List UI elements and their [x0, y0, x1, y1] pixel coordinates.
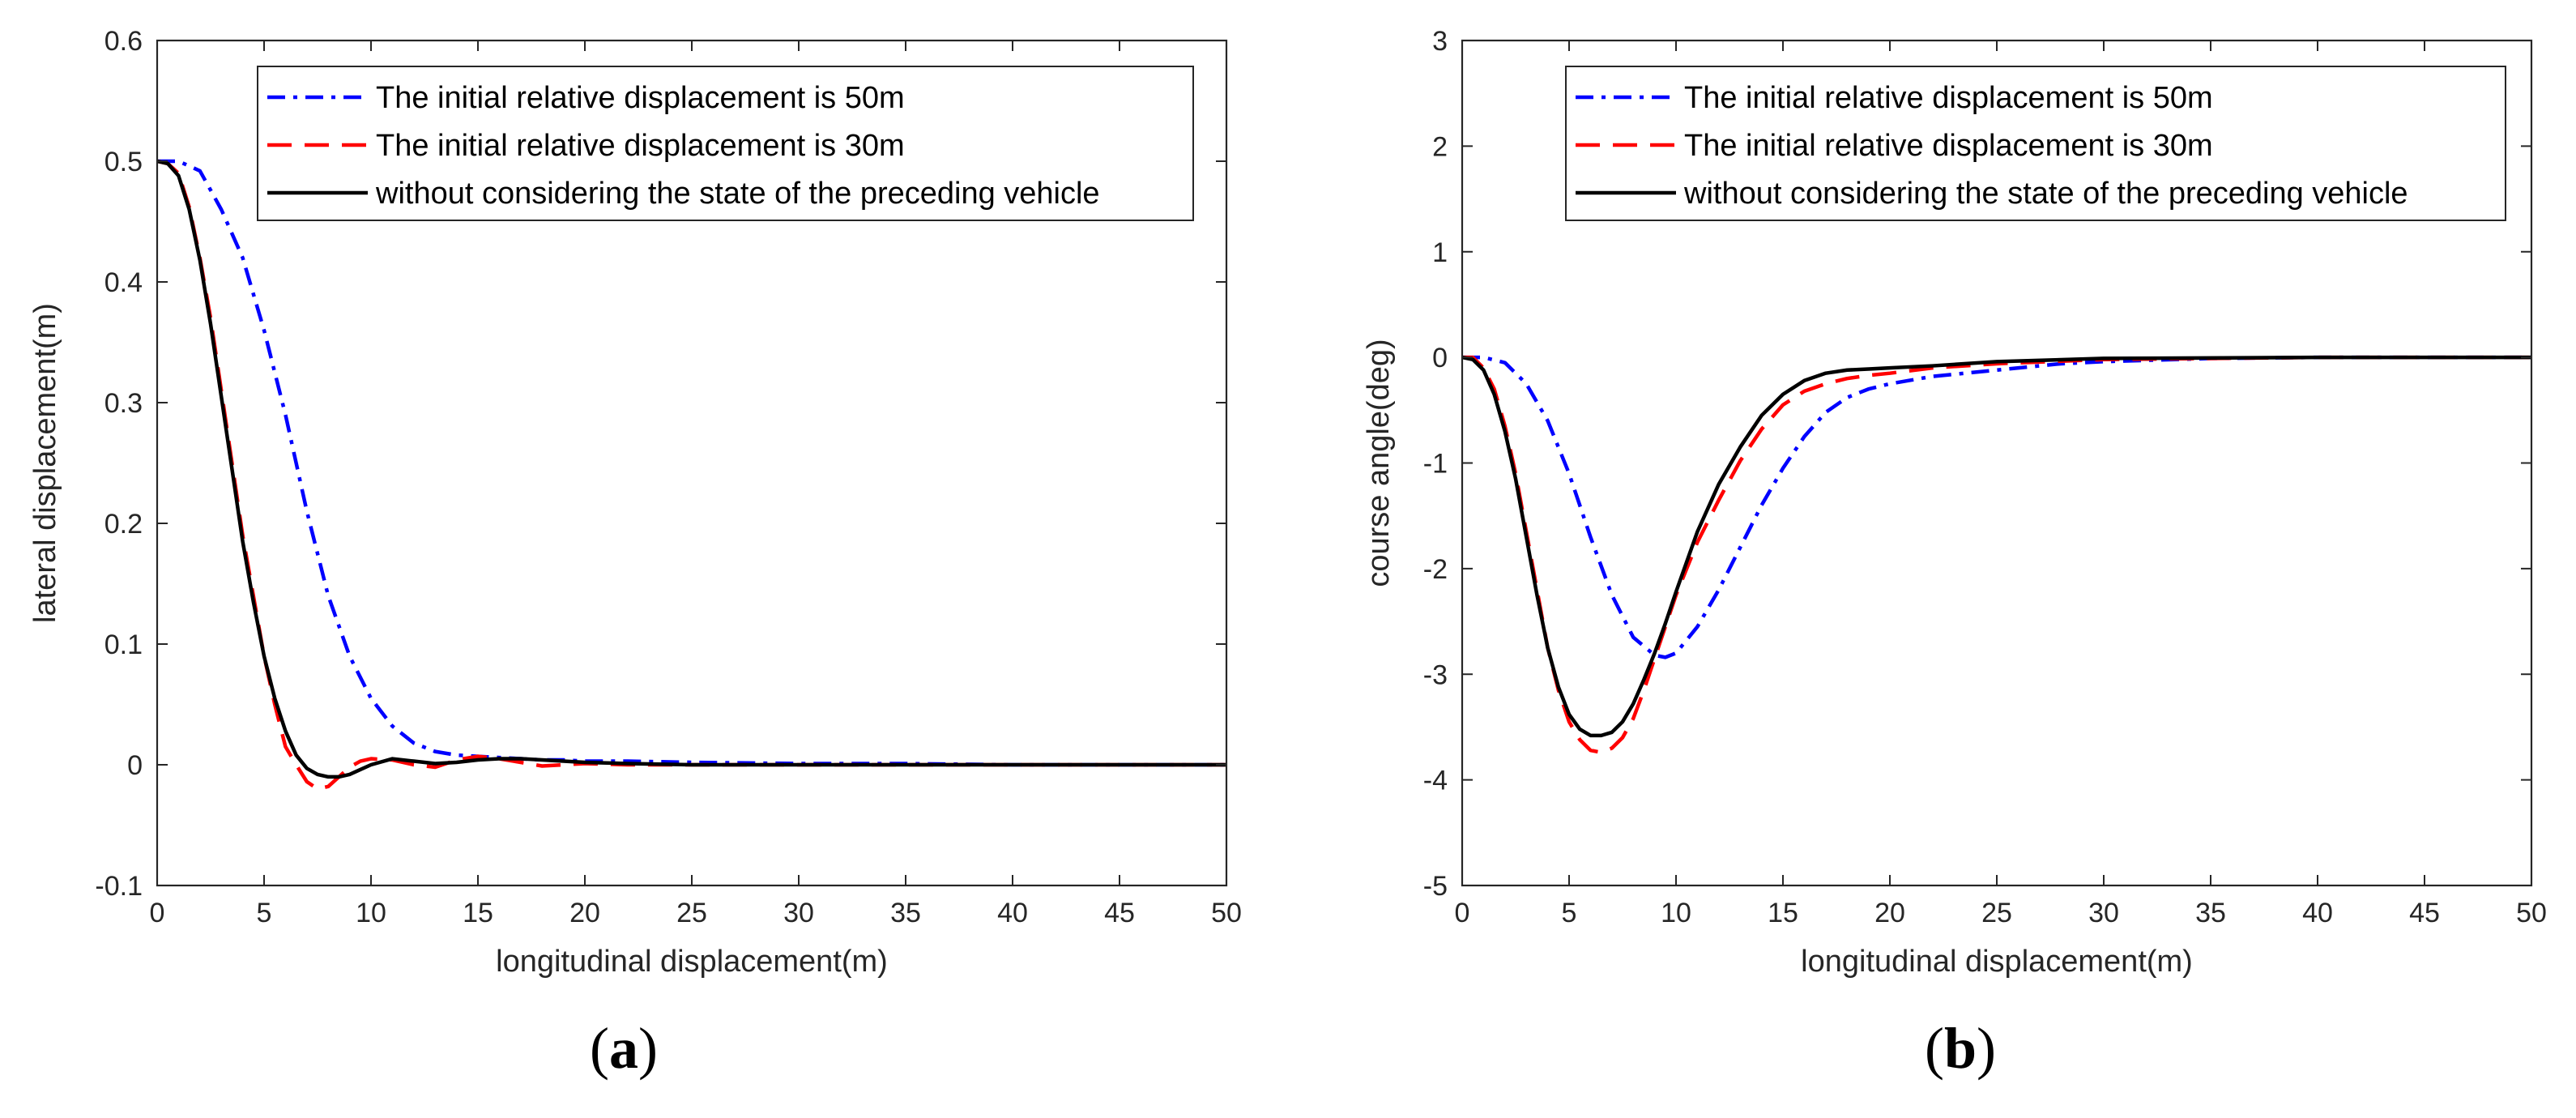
y-tick-label: 0	[1432, 343, 1448, 373]
y-tick-label: 0	[127, 750, 143, 781]
y-tick-label: 0.5	[104, 147, 143, 177]
y-tick-label: 0.3	[104, 388, 143, 419]
series-line-3	[1462, 355, 2531, 738]
x-tick-label: 50	[1211, 898, 1242, 928]
chart-panel-b: 0 5 10 15 20 25 30 35 40 45 50 -5 -4 -3 -2 -1 0 1 2 3 longit…	[1362, 26, 2547, 1081]
legend-entry-1: The initial relative displacement is 50m	[1684, 81, 2213, 115]
y-axis-label: lateral displacement(m)	[28, 303, 62, 623]
y-tick-label: 3	[1432, 26, 1448, 57]
panel-label: (a)	[590, 1016, 658, 1081]
legend-box	[257, 66, 1194, 221]
legend: The initial relative displacement is 50m…	[257, 66, 1194, 221]
x-tick-label: 0	[1455, 898, 1470, 928]
x-tick-label: 15	[463, 898, 493, 928]
x-tick-label: 10	[356, 898, 386, 928]
x-tick-label: 45	[2409, 898, 2440, 928]
x-tick-label: 25	[676, 898, 707, 928]
x-axis-label: longitudinal displacement(m)	[1801, 945, 2193, 979]
x-tick-label: 40	[997, 898, 1028, 928]
x-tick-label: 45	[1104, 898, 1135, 928]
x-tick-label: 30	[783, 898, 814, 928]
legend-entry-2: The initial relative displacement is 30m	[1684, 129, 2213, 163]
x-tick-label: 5	[1562, 898, 1577, 928]
y-tick-label: 0.4	[104, 267, 143, 298]
legend-box	[1565, 66, 2506, 221]
series-line-1	[1462, 355, 2531, 659]
y-tick-label: -0.1	[95, 871, 143, 902]
chart-panel-a: 0 5 10 15 20 25 30 35 40 45 50-0.100.10.20.30.40.5…	[28, 26, 1242, 1081]
y-tick-label: -2	[1423, 554, 1448, 585]
x-tick-label: 30	[2088, 898, 2119, 928]
series-line-1	[157, 159, 1226, 767]
legend-entry-1: The initial relative displacement is 50m	[376, 81, 905, 115]
legend-entry-3: without considering the state of the pre…	[375, 177, 1100, 211]
x-axis-label: longitudinal displacement(m)	[496, 945, 888, 979]
series-line-2	[1462, 355, 2531, 754]
series-lines	[157, 159, 1226, 792]
series-lines	[1462, 355, 2531, 754]
y-tick-label: -5	[1423, 871, 1448, 902]
y-tick-label: 1	[1432, 237, 1448, 268]
y-tick-label: 0.6	[104, 26, 143, 57]
panel-label: (b)	[1925, 1016, 1996, 1081]
legend: The initial relative displacement is 50m…	[1565, 66, 2506, 221]
y-tick-label: 2	[1432, 131, 1448, 162]
legend-entry-2: The initial relative displacement is 30m	[376, 129, 905, 163]
y-tick-label: 0.1	[104, 629, 143, 660]
y-tick-label: -4	[1423, 766, 1448, 796]
x-tick-label: 50	[2516, 898, 2547, 928]
x-tick-label: 10	[1661, 898, 1691, 928]
x-tick-label: 25	[1981, 898, 2012, 928]
y-tick-label: 0.2	[104, 509, 143, 540]
x-tick-label: 35	[2195, 898, 2226, 928]
legend-entry-3: without considering the state of the pre…	[1683, 177, 2408, 211]
series-line-2	[157, 159, 1226, 792]
y-tick-label: -3	[1423, 659, 1448, 690]
x-tick-label: 20	[1874, 898, 1905, 928]
x-tick-label: 40	[2302, 898, 2333, 928]
x-tick-label: 35	[890, 898, 921, 928]
y-tick-label: -1	[1423, 449, 1448, 480]
x-tick-label: 0	[150, 898, 165, 928]
x-tick-label: 5	[257, 898, 272, 928]
series-line-3	[157, 159, 1226, 779]
x-tick-label: 20	[569, 898, 600, 928]
x-tick-label: 15	[1768, 898, 1798, 928]
y-axis-label: course angle(deg)	[1362, 339, 1396, 587]
